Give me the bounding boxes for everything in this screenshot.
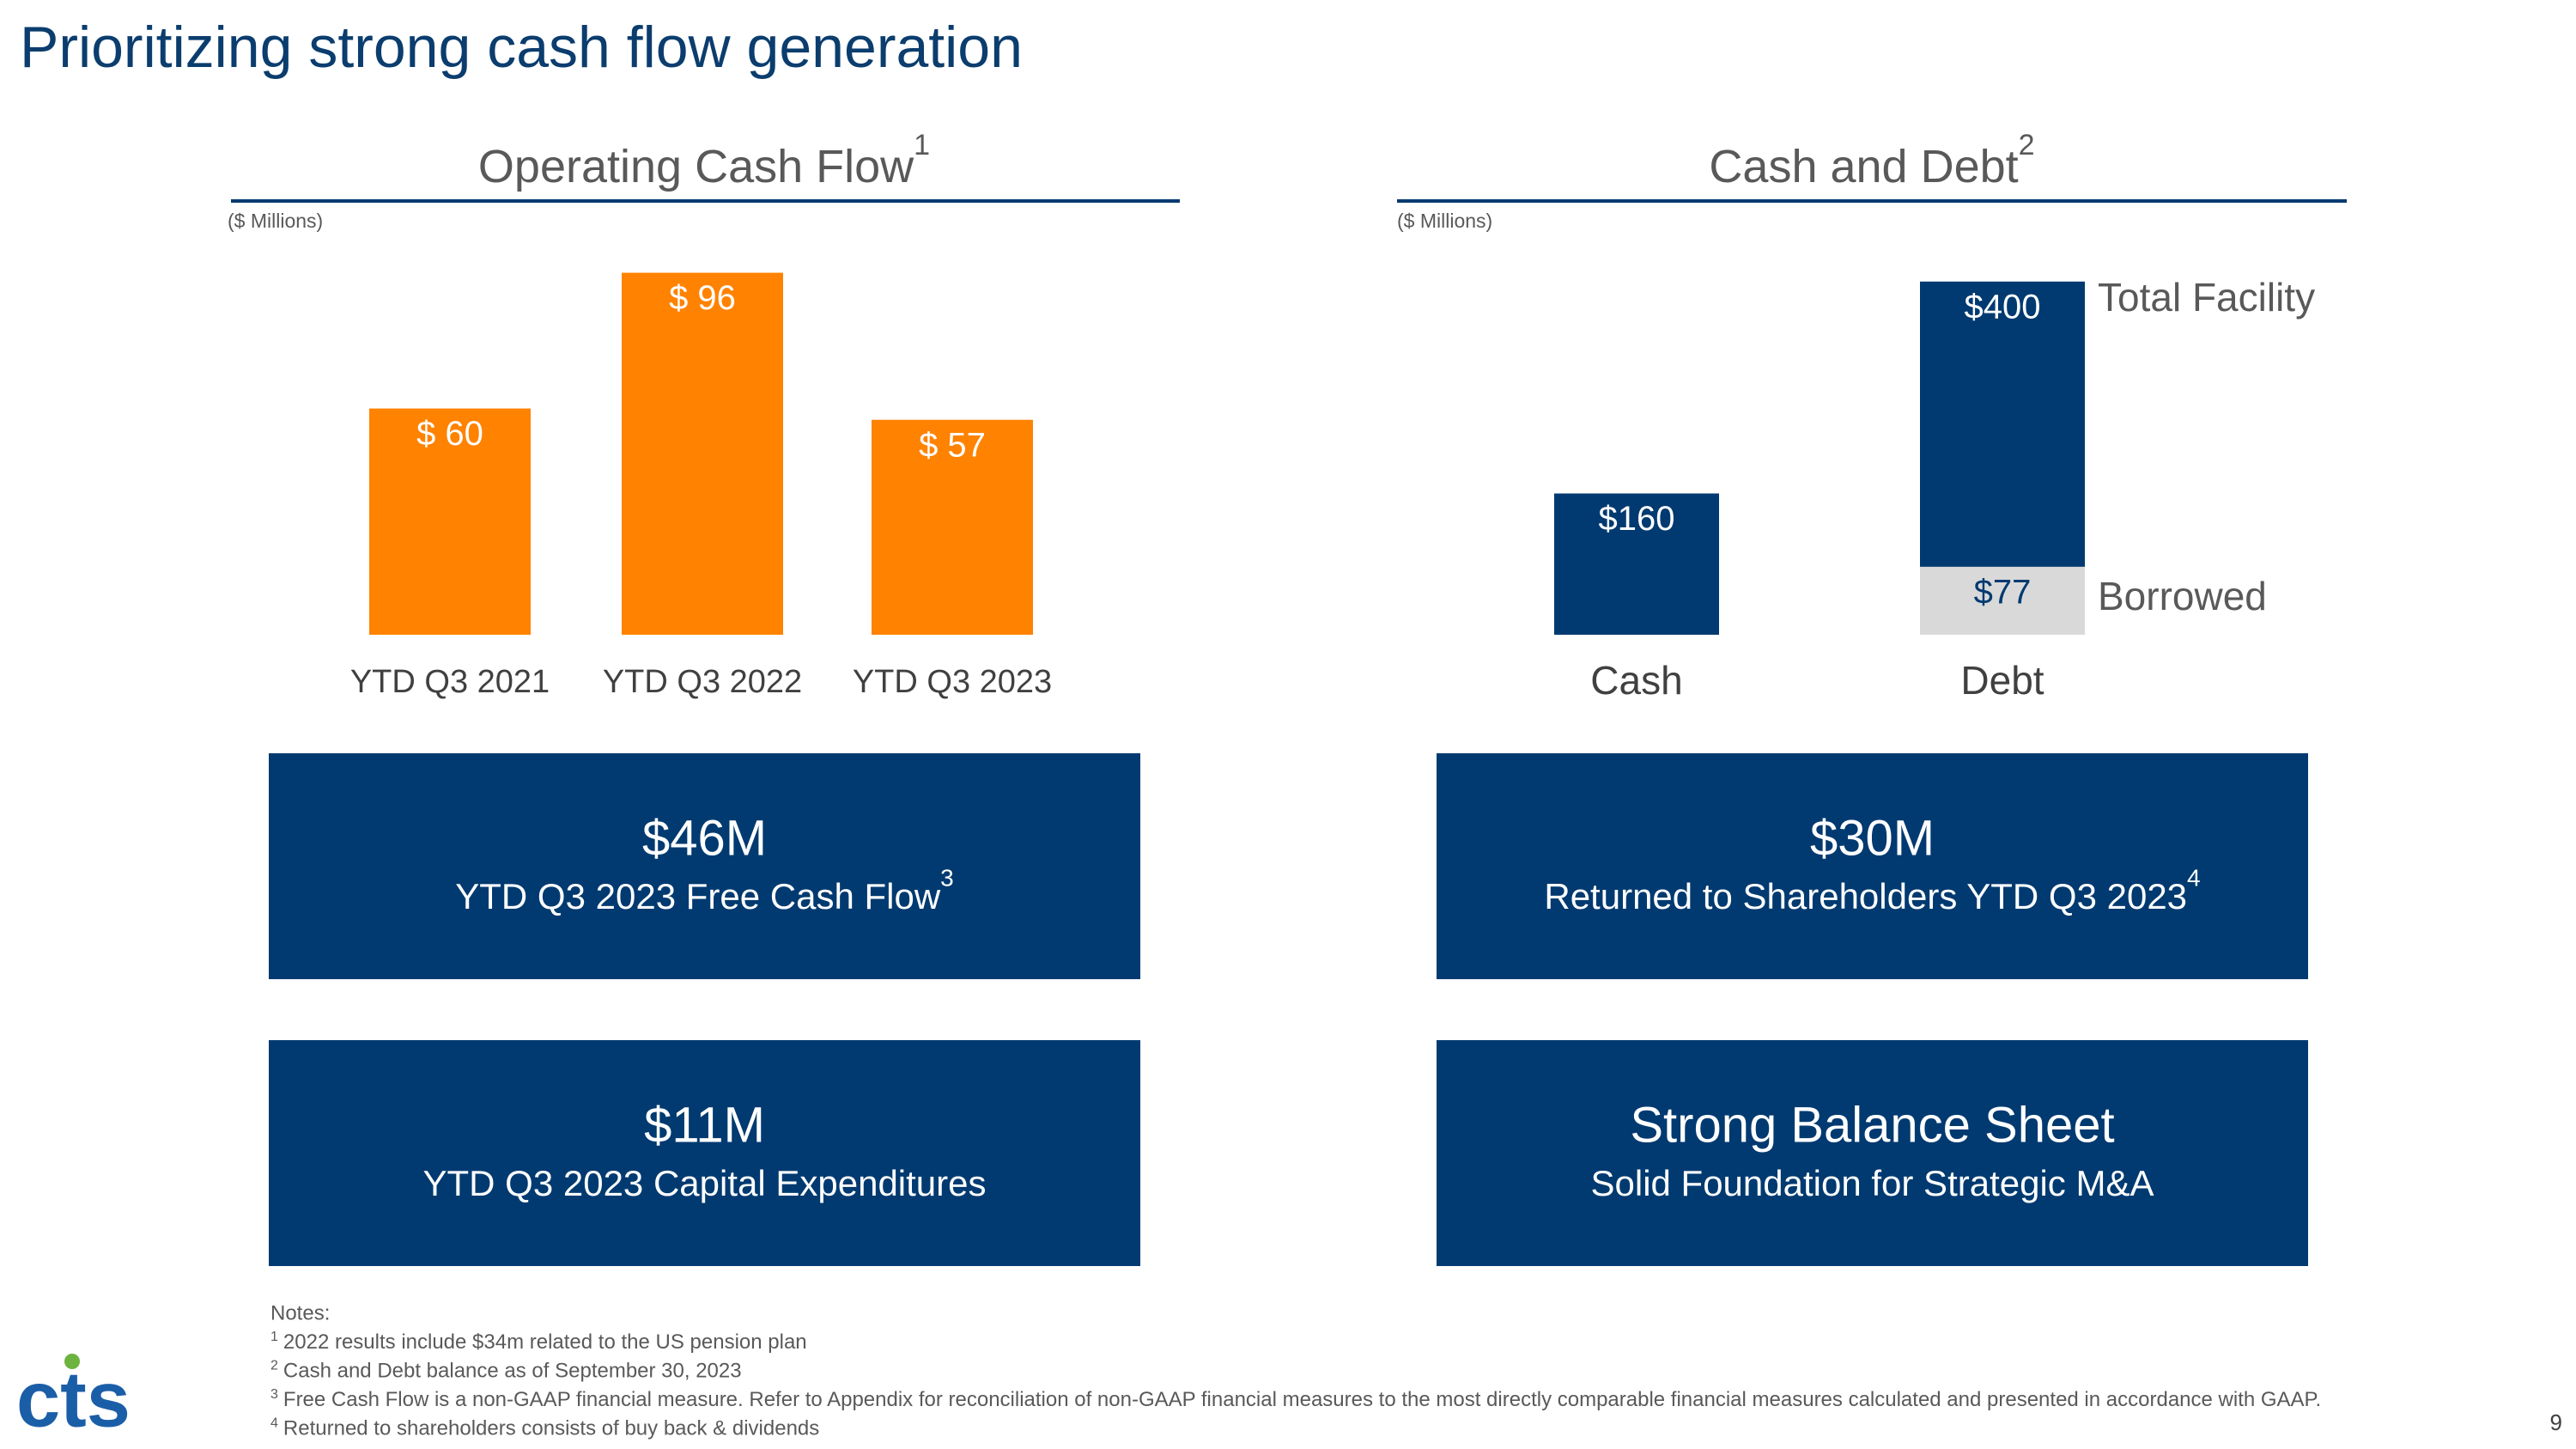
- kpi-label-text: Returned to Shareholders YTD Q3 2023: [1544, 876, 2187, 916]
- kpi-label-text: Solid Foundation for Strategic M&A: [1590, 1163, 2154, 1203]
- note-marker: 4: [270, 1416, 278, 1431]
- value-label: $160: [1599, 500, 1675, 538]
- chart-title-text: Operating Cash Flow: [478, 141, 914, 192]
- slide-title: Prioritizing strong cash flow generation: [20, 15, 1023, 80]
- note-text: Cash and Debt balance as of September 30…: [283, 1360, 742, 1383]
- kpi-label-superscript: 3: [940, 865, 954, 892]
- note-text: 2022 results include $34m related to the…: [283, 1330, 807, 1354]
- kpi-label: YTD Q3 2023 Free Cash Flow3: [455, 865, 953, 916]
- kpi-value: $11M: [644, 1097, 765, 1153]
- note-marker: 3: [270, 1387, 278, 1402]
- chart-title: Cash and Debt2: [1709, 129, 2034, 192]
- logo-dot: [64, 1354, 80, 1369]
- logo: cts: [16, 1355, 131, 1443]
- series-label: Borrowed: [2098, 574, 2267, 618]
- bar: [872, 419, 1033, 635]
- bar: [1554, 493, 1719, 635]
- note-text: Returned to shareholders consists of buy…: [283, 1417, 819, 1440]
- note-marker: 1: [270, 1330, 278, 1344]
- kpi-label-superscript: 4: [2187, 865, 2201, 892]
- category-label: Debt: [1960, 658, 2044, 703]
- value-label: $400: [1965, 288, 2041, 326]
- category-label: Cash: [1590, 658, 1682, 703]
- value-label: $ 57: [919, 426, 986, 464]
- kpi-box: [269, 753, 1140, 979]
- chart-title-superscript: 2: [2019, 129, 2035, 161]
- kpi-label: Solid Foundation for Strategic M&A: [1590, 1163, 2154, 1203]
- unit-label: ($ Millions): [228, 210, 323, 232]
- value-label: $ 60: [416, 415, 483, 453]
- note: 2 Cash and Debt balance as of September 3…: [270, 1359, 742, 1383]
- kpi-label: YTD Q3 2023 Capital Expenditures: [422, 1163, 986, 1203]
- page-number: 9: [2550, 1409, 2562, 1435]
- category-label: YTD Q3 2023: [853, 664, 1052, 700]
- note: 1 2022 results include $34m related to th…: [270, 1330, 807, 1354]
- kpi-box: [1437, 753, 2308, 979]
- bar: [622, 272, 783, 635]
- kpi-label: Returned to Shareholders YTD Q3 20234: [1544, 865, 2200, 916]
- category-label: YTD Q3 2021: [350, 664, 550, 700]
- value-label: $77: [1974, 573, 2032, 611]
- bar: [1920, 566, 2085, 635]
- kpi-label-text: YTD Q3 2023 Free Cash Flow: [455, 876, 941, 916]
- bar: [369, 408, 531, 635]
- kpi-label-text: YTD Q3 2023 Capital Expenditures: [422, 1163, 986, 1203]
- series-label: Total Facility: [2098, 275, 2315, 320]
- kpi-value: $46M: [642, 810, 767, 866]
- category-label: YTD Q3 2022: [603, 664, 802, 700]
- unit-label: ($ Millions): [1397, 210, 1492, 232]
- chart-title: Operating Cash Flow1: [478, 129, 930, 192]
- kpi-box: [269, 1040, 1140, 1266]
- note-text: Free Cash Flow is a non-GAAP financial m…: [283, 1388, 2321, 1411]
- note: 4 Returned to shareholders consists of bu…: [270, 1416, 819, 1440]
- notes-heading: Notes:: [270, 1301, 330, 1324]
- chart-title-superscript: 1: [914, 129, 930, 161]
- note-marker: 2: [270, 1359, 278, 1373]
- value-label: $ 96: [669, 279, 736, 317]
- kpi-box: [1437, 1040, 2308, 1266]
- kpi-value: Strong Balance Sheet: [1630, 1097, 2114, 1153]
- kpi-value: $30M: [1810, 810, 1935, 866]
- chart-title-text: Cash and Debt: [1709, 141, 2018, 192]
- note: 3 Free Cash Flow is a non-GAAP financial …: [270, 1387, 2321, 1411]
